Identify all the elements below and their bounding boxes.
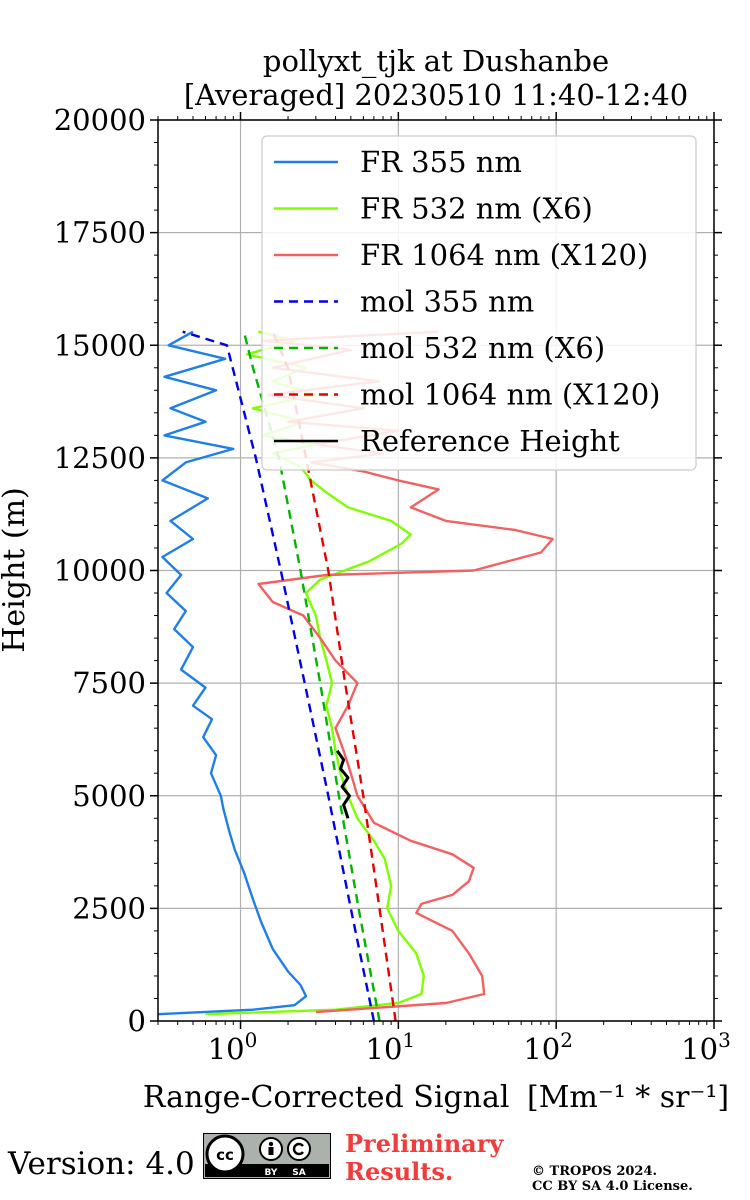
by-person-icon bbox=[259, 1137, 283, 1161]
legend-label: mol 532 nm (X6) bbox=[360, 331, 605, 365]
x-axis-label-text: Range-Corrected Signal bbox=[143, 1080, 510, 1115]
cc-icon: cc bbox=[205, 1134, 245, 1174]
preliminary-line-1: Preliminary bbox=[345, 1129, 504, 1158]
legend-label: FR 355 nm bbox=[360, 145, 522, 179]
y-tick-label: 0 bbox=[128, 1004, 146, 1038]
legend-box bbox=[261, 135, 697, 471]
y-tick-label: 5000 bbox=[72, 779, 146, 813]
y-tick-label: 15000 bbox=[54, 328, 146, 362]
legend-label: mol 1064 nm (X120) bbox=[360, 378, 661, 412]
legend-label: Reference Height bbox=[360, 424, 620, 458]
y-tick-label: 17500 bbox=[54, 216, 146, 250]
preliminary-results-notice: Preliminary Results. bbox=[345, 1130, 503, 1186]
tick-labels: 100 101 102 103 0 2500 5000 7500 10000 12500 15000… bbox=[54, 103, 731, 1066]
x-tick-label: 103 bbox=[681, 1028, 731, 1066]
x-tick-label: 101 bbox=[366, 1028, 416, 1066]
chart-title-line-1: pollyxt_tjk at Dushanbe bbox=[263, 44, 609, 79]
copyright-line-2: CC BY SA 4.0 License. bbox=[532, 1179, 693, 1194]
x-axis-label-unit: [Mm⁻¹ * sr⁻¹] bbox=[527, 1080, 729, 1115]
cc-by-text: BY bbox=[265, 1168, 278, 1178]
x-tick-label: 100 bbox=[208, 1028, 258, 1066]
legend-label: FR 1064 nm (X120) bbox=[360, 238, 648, 272]
y-tick-label: 12500 bbox=[54, 441, 146, 475]
x-tick-label: 102 bbox=[523, 1028, 573, 1066]
preliminary-line-2: Results. bbox=[345, 1157, 454, 1186]
x-axis-label: Range-Corrected Signal [Mm⁻¹ * sr⁻¹] bbox=[143, 1080, 729, 1115]
legend-label: FR 532 nm (X6) bbox=[360, 192, 593, 226]
legend-label: mol 355 nm bbox=[360, 285, 534, 319]
legend: FR 355 nm FR 532 nm (X6) FR 1064 nm (X120)… bbox=[261, 135, 697, 471]
sa-share-alike-icon bbox=[287, 1137, 311, 1161]
y-tick-label: 7500 bbox=[72, 666, 146, 700]
series-line-reference-height bbox=[335, 749, 351, 819]
cc-sa-text: SA bbox=[292, 1168, 305, 1178]
series-line-mol-532-nm-x6 bbox=[242, 331, 381, 1021]
svg-text:cc: cc bbox=[216, 1146, 234, 1164]
chart-title-line-2: [Averaged] 20230510 11:40-12:40 bbox=[184, 78, 688, 112]
copyright-line-1: © TROPOS 2024. bbox=[532, 1164, 658, 1179]
copyright-notice: © TROPOS 2024. CC BY SA 4.0 License. bbox=[532, 1164, 693, 1194]
y-tick-label: 20000 bbox=[54, 103, 146, 137]
y-tick-label: 2500 bbox=[72, 891, 146, 925]
plot-frame bbox=[157, 119, 715, 1022]
y-tick-label: 10000 bbox=[54, 554, 146, 588]
cc-license-badge: cc BY SA bbox=[203, 1133, 331, 1179]
version-label: Version: 4.0 bbox=[8, 1146, 195, 1182]
y-axis-label: Height (m) bbox=[0, 487, 32, 652]
chart: pollyxt_tjk at Dushanbe [Averaged] 20230… bbox=[0, 44, 731, 1115]
series-line-fr-355-nm bbox=[158, 330, 308, 1016]
